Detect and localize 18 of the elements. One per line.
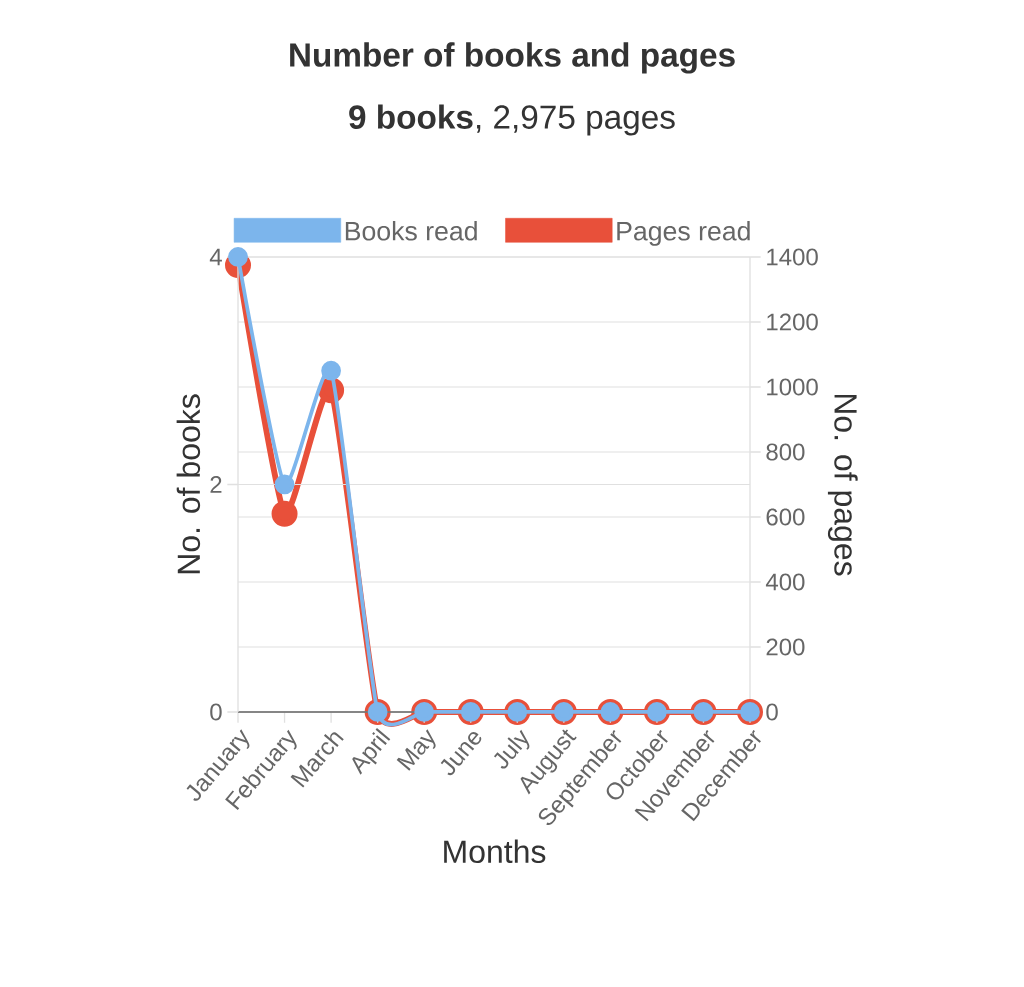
y2-tick-label: 1000 bbox=[767, 378, 818, 396]
y-tick-label: 4 bbox=[209, 248, 222, 266]
y2-axis-title: No. of pages bbox=[827, 394, 858, 576]
y2-tick-label: 200 bbox=[766, 638, 805, 656]
chart-subtitle: 9 books, 2,975 pages bbox=[349, 104, 675, 136]
x-axis-title: Months bbox=[444, 839, 546, 864]
y-tick-label: 2 bbox=[210, 476, 222, 493]
y-tick-label: 0 bbox=[210, 703, 222, 721]
legend-label: Books read bbox=[345, 220, 477, 241]
y2-tick-label: 1200 bbox=[767, 313, 818, 331]
y2-tick-label: 600 bbox=[766, 508, 805, 526]
legend-label: Pages read bbox=[617, 220, 750, 246]
y-axis-title: No. of books bbox=[176, 394, 201, 574]
y2-tick-label: 400 bbox=[765, 573, 805, 591]
y2-tick-label: 0 bbox=[766, 703, 778, 721]
y2-tick-label: 1400 bbox=[767, 248, 818, 266]
chart-title: Number of books and pages bbox=[290, 42, 735, 74]
y2-tick-label: 800 bbox=[766, 443, 805, 461]
